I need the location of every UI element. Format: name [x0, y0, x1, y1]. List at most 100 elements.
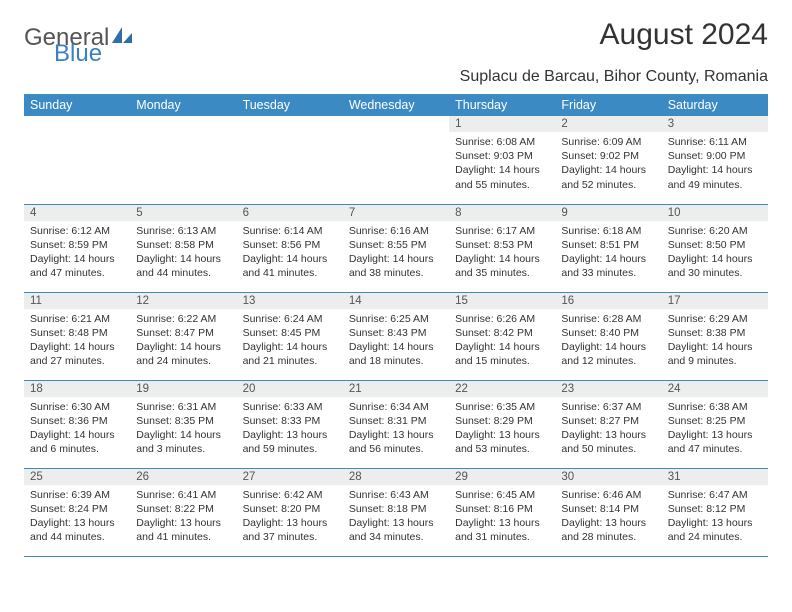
calendar-cell [24, 116, 130, 204]
daylight1-text: Daylight: 14 hours [30, 428, 124, 442]
daylight2-text: and 18 minutes. [349, 354, 443, 368]
sunrise-text: Sunrise: 6:46 AM [561, 488, 655, 502]
daylight1-text: Daylight: 13 hours [243, 428, 337, 442]
calendar-cell: 7Sunrise: 6:16 AMSunset: 8:55 PMDaylight… [343, 204, 449, 292]
daylight1-text: Daylight: 13 hours [349, 428, 443, 442]
cell-body: Sunrise: 6:30 AMSunset: 8:36 PMDaylight:… [24, 397, 130, 461]
calendar-cell: 25Sunrise: 6:39 AMSunset: 8:24 PMDayligh… [24, 468, 130, 556]
sunset-text: Sunset: 8:12 PM [668, 502, 762, 516]
day-number: 10 [662, 205, 768, 221]
sunset-text: Sunset: 9:02 PM [561, 149, 655, 163]
day-number: 17 [662, 293, 768, 309]
cell-body: Sunrise: 6:35 AMSunset: 8:29 PMDaylight:… [449, 397, 555, 461]
sunset-text: Sunset: 8:45 PM [243, 326, 337, 340]
sunrise-text: Sunrise: 6:25 AM [349, 312, 443, 326]
sunrise-text: Sunrise: 6:11 AM [668, 135, 762, 149]
cell-body: Sunrise: 6:09 AMSunset: 9:02 PMDaylight:… [555, 132, 661, 196]
day-number: 13 [237, 293, 343, 309]
daylight1-text: Daylight: 14 hours [455, 252, 549, 266]
sunset-text: Sunset: 8:25 PM [668, 414, 762, 428]
daylight1-text: Daylight: 14 hours [136, 428, 230, 442]
daylight1-text: Daylight: 13 hours [455, 516, 549, 530]
daylight1-text: Daylight: 13 hours [561, 516, 655, 530]
cell-body: Sunrise: 6:21 AMSunset: 8:48 PMDaylight:… [24, 309, 130, 373]
sunrise-text: Sunrise: 6:14 AM [243, 224, 337, 238]
cell-body: Sunrise: 6:38 AMSunset: 8:25 PMDaylight:… [662, 397, 768, 461]
calendar-cell: 30Sunrise: 6:46 AMSunset: 8:14 PMDayligh… [555, 468, 661, 556]
cell-body: Sunrise: 6:11 AMSunset: 9:00 PMDaylight:… [662, 132, 768, 196]
sunset-text: Sunset: 8:16 PM [455, 502, 549, 516]
daylight2-text: and 44 minutes. [136, 266, 230, 280]
sunset-text: Sunset: 8:43 PM [349, 326, 443, 340]
daylight1-text: Daylight: 14 hours [455, 163, 549, 177]
cell-body: Sunrise: 6:39 AMSunset: 8:24 PMDaylight:… [24, 485, 130, 549]
daylight2-text: and 3 minutes. [136, 442, 230, 456]
sunset-text: Sunset: 8:59 PM [30, 238, 124, 252]
sunrise-text: Sunrise: 6:34 AM [349, 400, 443, 414]
daylight2-text: and 59 minutes. [243, 442, 337, 456]
day-number: 1 [449, 116, 555, 132]
daylight2-text: and 31 minutes. [455, 530, 549, 544]
daylight2-text: and 44 minutes. [30, 530, 124, 544]
daylight2-text: and 33 minutes. [561, 266, 655, 280]
cell-body: Sunrise: 6:29 AMSunset: 8:38 PMDaylight:… [662, 309, 768, 373]
weekday-header: Thursday [449, 94, 555, 116]
daylight2-text: and 9 minutes. [668, 354, 762, 368]
sunset-text: Sunset: 8:53 PM [455, 238, 549, 252]
calendar-row: 4 Sunrise: 6:12 AMSunset: 8:59 PM Daylight… [24, 204, 768, 292]
cell-body: Sunrise: 6:33 AMSunset: 8:33 PMDaylight:… [237, 397, 343, 461]
cell-body: Sunrise: 6:42 AMSunset: 8:20 PMDaylight:… [237, 485, 343, 549]
daylight1-text: Daylight: 14 hours [136, 252, 230, 266]
daylight1-text: Daylight: 13 hours [561, 428, 655, 442]
daylight1-text: Daylight: 13 hours [349, 516, 443, 530]
daylight2-text: and 30 minutes. [668, 266, 762, 280]
sunrise-text: Sunrise: 6:20 AM [668, 224, 762, 238]
sunrise-text: Sunrise: 6:12 AM [30, 224, 124, 238]
day-number: 14 [343, 293, 449, 309]
brand-part2: Blue [24, 40, 102, 68]
daylight2-text: and 41 minutes. [136, 530, 230, 544]
cell-body: Sunrise: 6:17 AMSunset: 8:53 PMDaylight:… [449, 221, 555, 285]
sunset-text: Sunset: 8:24 PM [30, 502, 124, 516]
sunset-text: Sunset: 8:58 PM [136, 238, 230, 252]
calendar-cell: 13Sunrise: 6:24 AMSunset: 8:45 PMDayligh… [237, 292, 343, 380]
daylight1-text: Daylight: 14 hours [668, 252, 762, 266]
weekday-header: Tuesday [237, 94, 343, 116]
sunrise-text: Sunrise: 6:17 AM [455, 224, 549, 238]
calendar-row: 1Sunrise: 6:08 AMSunset: 9:03 PMDaylight… [24, 116, 768, 204]
calendar-cell: 16Sunrise: 6:28 AMSunset: 8:40 PMDayligh… [555, 292, 661, 380]
calendar-row: 11Sunrise: 6:21 AMSunset: 8:48 PMDayligh… [24, 292, 768, 380]
calendar-cell: 14Sunrise: 6:25 AMSunset: 8:43 PMDayligh… [343, 292, 449, 380]
day-number: 9 [555, 205, 661, 221]
sunrise-text: Sunrise: 6:22 AM [136, 312, 230, 326]
sunrise-text: Sunrise: 6:42 AM [243, 488, 337, 502]
day-number: 18 [24, 381, 130, 397]
sunset-text: Sunset: 8:56 PM [243, 238, 337, 252]
sunrise-text: Sunrise: 6:47 AM [668, 488, 762, 502]
sunrise-text: Sunrise: 6:41 AM [136, 488, 230, 502]
sunset-text: Sunset: 8:33 PM [243, 414, 337, 428]
calendar-cell: 11Sunrise: 6:21 AMSunset: 8:48 PMDayligh… [24, 292, 130, 380]
calendar-cell: 3Sunrise: 6:11 AMSunset: 9:00 PMDaylight… [662, 116, 768, 204]
calendar-cell: 31Sunrise: 6:47 AMSunset: 8:12 PMDayligh… [662, 468, 768, 556]
day-number: 29 [449, 469, 555, 485]
daylight1-text: Daylight: 14 hours [561, 252, 655, 266]
daylight1-text: Daylight: 13 hours [668, 428, 762, 442]
day-number: 4 [24, 205, 130, 221]
day-number: 27 [237, 469, 343, 485]
day-number: 6 [237, 205, 343, 221]
cell-body: Sunrise: 6:13 AMSunset: 8:58 PMDaylight:… [130, 221, 236, 285]
daylight2-text: and 35 minutes. [455, 266, 549, 280]
sunrise-text: Sunrise: 6:18 AM [561, 224, 655, 238]
calendar-row: 25Sunrise: 6:39 AMSunset: 8:24 PMDayligh… [24, 468, 768, 556]
daylight1-text: Daylight: 14 hours [243, 340, 337, 354]
cell-body: Sunrise: 6:24 AMSunset: 8:45 PMDaylight:… [237, 309, 343, 373]
day-number: 20 [237, 381, 343, 397]
sunset-text: Sunset: 8:51 PM [561, 238, 655, 252]
calendar-page: General August 2024 Blue Suplacu de Barc… [0, 0, 792, 557]
calendar-table: Sunday Monday Tuesday Wednesday Thursday… [24, 94, 768, 557]
sunset-text: Sunset: 8:42 PM [455, 326, 549, 340]
calendar-cell: 19Sunrise: 6:31 AMSunset: 8:35 PMDayligh… [130, 380, 236, 468]
calendar-cell: 1Sunrise: 6:08 AMSunset: 9:03 PMDaylight… [449, 116, 555, 204]
weekday-header: Friday [555, 94, 661, 116]
